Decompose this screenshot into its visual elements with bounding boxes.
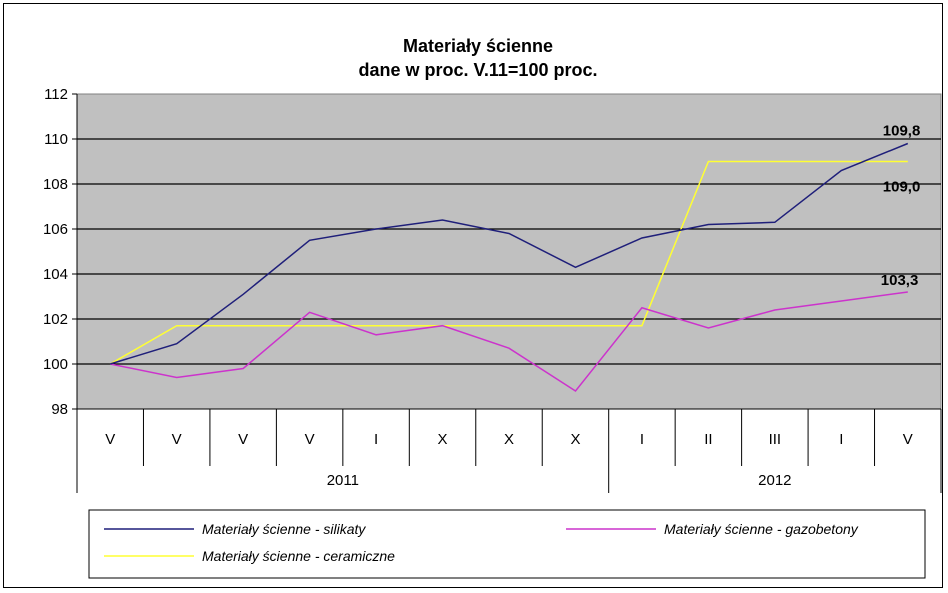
y-tick-label: 98 xyxy=(51,401,68,418)
legend-entry: Materiały ścienne - ceramiczne xyxy=(202,548,395,564)
x-group-label: 2011 xyxy=(327,472,359,489)
y-tick-label: 100 xyxy=(43,356,68,373)
x-group-label: 2012 xyxy=(758,472,791,489)
x-tick-label: V xyxy=(238,431,248,448)
data-label: 109,0 xyxy=(883,179,921,196)
y-tick-label: 102 xyxy=(43,311,68,328)
x-tick-label: X xyxy=(438,431,448,448)
chart-subtitle: dane w proc. V.11=100 proc. xyxy=(359,60,598,80)
legend-box xyxy=(88,509,926,579)
y-tick-label: 112 xyxy=(44,86,68,103)
x-tick-label: X xyxy=(504,431,514,448)
data-label: 109,8 xyxy=(883,123,921,140)
x-tick-label: V xyxy=(903,431,913,448)
legend-entry: Materiały ścienne - silikaty xyxy=(202,521,366,537)
chart-title: Materiały ścienne xyxy=(403,36,553,56)
data-labels: 109,8 103,3 109,0 xyxy=(881,123,921,290)
y-tick-label: 106 xyxy=(43,221,68,238)
x-tick-label: III xyxy=(769,431,782,448)
x-tick-label: V xyxy=(105,431,115,448)
y-tick-label: 108 xyxy=(43,176,68,193)
x-tick-label: X xyxy=(570,431,580,448)
plot-area xyxy=(76,93,942,410)
legend: Materiały ścienne - silikaty Materiały śc… xyxy=(88,509,926,579)
y-tick-label: 104 xyxy=(43,266,68,283)
series-lines xyxy=(109,142,909,392)
x-tick-label: V xyxy=(305,431,315,448)
x-tick-label: I xyxy=(839,431,843,448)
gridlines xyxy=(77,138,941,365)
x-tick-label: II xyxy=(704,431,712,448)
chart-frame: Materiały ścienne dane w proc. V.11=100 … xyxy=(3,3,943,588)
chart-canvas: Materiały ścienne dane w proc. V.11=100 … xyxy=(43,36,942,579)
x-tick-label: I xyxy=(640,431,644,448)
y-axis: 98 100 102 104 106 108 110 112 xyxy=(43,86,78,493)
y-tick-label: 110 xyxy=(44,131,68,148)
x-tick-label: V xyxy=(172,431,182,448)
data-label: 103,3 xyxy=(881,272,919,289)
series-line xyxy=(110,291,908,392)
legend-entry: Materiały ścienne - gazobetony xyxy=(664,521,859,537)
series-line xyxy=(109,160,908,365)
x-tick-label: I xyxy=(374,431,378,448)
series-line xyxy=(109,142,909,365)
